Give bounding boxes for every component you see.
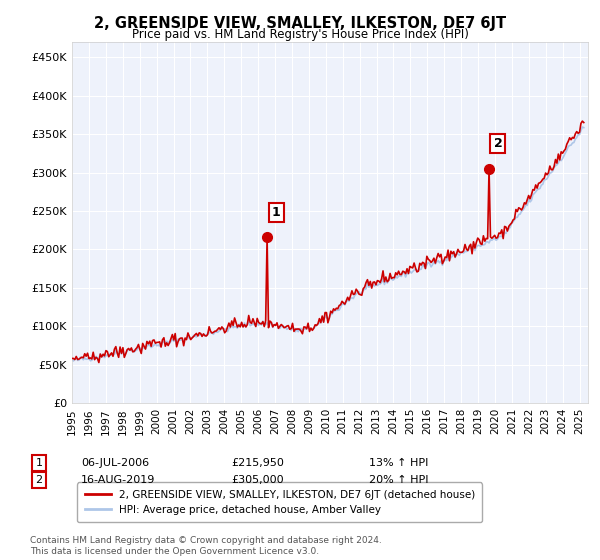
Text: 1: 1 <box>272 206 281 219</box>
Text: 16-AUG-2019: 16-AUG-2019 <box>81 475 155 485</box>
Text: 2: 2 <box>494 137 502 150</box>
Text: 1: 1 <box>35 458 43 468</box>
Text: Price paid vs. HM Land Registry's House Price Index (HPI): Price paid vs. HM Land Registry's House … <box>131 28 469 41</box>
Text: £305,000: £305,000 <box>231 475 284 485</box>
Text: 13% ↑ HPI: 13% ↑ HPI <box>369 458 428 468</box>
Text: 06-JUL-2006: 06-JUL-2006 <box>81 458 149 468</box>
Text: 2, GREENSIDE VIEW, SMALLEY, ILKESTON, DE7 6JT: 2, GREENSIDE VIEW, SMALLEY, ILKESTON, DE… <box>94 16 506 31</box>
Text: 2: 2 <box>35 475 43 485</box>
Text: Contains HM Land Registry data © Crown copyright and database right 2024.
This d: Contains HM Land Registry data © Crown c… <box>30 536 382 556</box>
Legend: 2, GREENSIDE VIEW, SMALLEY, ILKESTON, DE7 6JT (detached house), HPI: Average pri: 2, GREENSIDE VIEW, SMALLEY, ILKESTON, DE… <box>77 483 482 522</box>
Text: 20% ↑ HPI: 20% ↑ HPI <box>369 475 428 485</box>
Text: £215,950: £215,950 <box>231 458 284 468</box>
